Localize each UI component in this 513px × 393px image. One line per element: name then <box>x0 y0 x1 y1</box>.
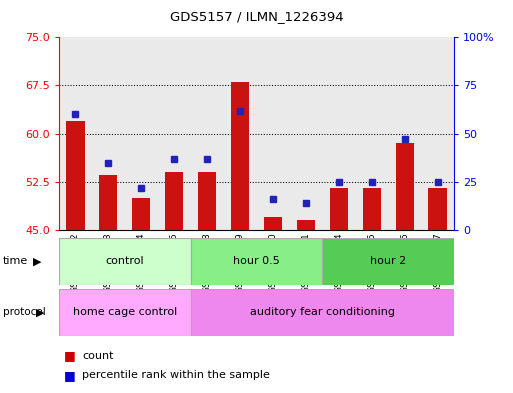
Bar <box>428 188 447 230</box>
Bar <box>421 37 454 230</box>
Text: ■: ■ <box>64 349 76 362</box>
Bar <box>100 175 117 230</box>
Bar <box>59 37 92 230</box>
Bar <box>256 37 289 230</box>
Bar <box>191 37 224 230</box>
Text: ■: ■ <box>64 369 76 382</box>
Bar <box>322 238 454 285</box>
Bar <box>165 172 183 230</box>
Bar <box>355 37 388 230</box>
Bar <box>59 238 191 285</box>
Bar <box>198 172 216 230</box>
Text: auditory fear conditioning: auditory fear conditioning <box>250 307 395 318</box>
Bar <box>92 37 125 230</box>
Bar <box>330 188 348 230</box>
Text: hour 0.5: hour 0.5 <box>233 256 280 266</box>
Bar <box>125 37 157 230</box>
Text: GDS5157 / ILMN_1226394: GDS5157 / ILMN_1226394 <box>170 10 343 23</box>
Text: ▶: ▶ <box>36 307 44 318</box>
Bar <box>231 82 249 230</box>
Bar <box>388 37 421 230</box>
Bar <box>396 143 413 230</box>
Bar <box>132 198 150 230</box>
Text: time: time <box>3 256 28 266</box>
Text: home cage control: home cage control <box>73 307 177 318</box>
Bar <box>363 188 381 230</box>
Text: ▶: ▶ <box>33 256 41 266</box>
Text: hour 2: hour 2 <box>370 256 406 266</box>
Bar <box>264 217 282 230</box>
Text: control: control <box>106 256 144 266</box>
Bar <box>157 37 191 230</box>
Bar <box>224 37 256 230</box>
Bar <box>191 289 454 336</box>
Bar <box>322 37 355 230</box>
Bar <box>191 238 322 285</box>
Bar <box>297 220 315 230</box>
Text: percentile rank within the sample: percentile rank within the sample <box>82 370 270 380</box>
Text: count: count <box>82 351 113 361</box>
Bar <box>59 289 191 336</box>
Text: protocol: protocol <box>3 307 45 318</box>
Bar <box>289 37 322 230</box>
Bar <box>66 121 85 230</box>
